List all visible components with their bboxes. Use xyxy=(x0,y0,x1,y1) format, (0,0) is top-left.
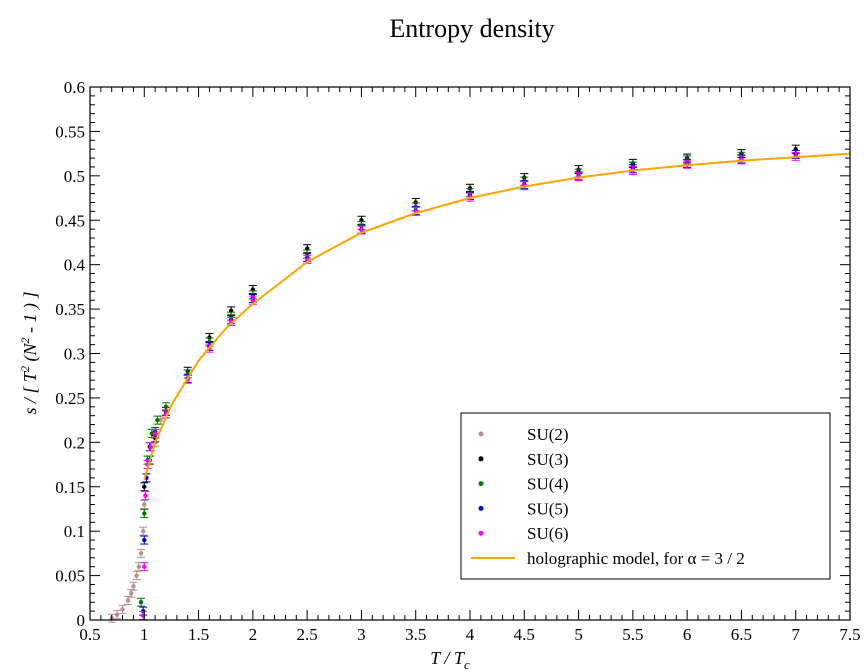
x-tick-label: 5.5 xyxy=(622,625,643,644)
legend-entry: SU(2) xyxy=(527,425,569,444)
data-point xyxy=(158,417,163,423)
data-point xyxy=(134,573,139,578)
x-axis-label: T / Tc xyxy=(430,648,470,672)
legend-marker xyxy=(478,505,484,511)
y-axis-label-mid: (N xyxy=(20,342,41,365)
x-tick-label: 7 xyxy=(791,625,800,644)
data-point xyxy=(152,431,158,436)
data-point xyxy=(250,298,256,303)
data-point xyxy=(142,537,147,543)
plot-area xyxy=(107,144,851,623)
legend-marker xyxy=(478,481,484,487)
x-tick-label: 3.5 xyxy=(405,625,426,644)
y-tick-label: 0.6 xyxy=(64,78,85,97)
x-tick-label: 2 xyxy=(249,625,258,644)
y-axis-label-suffix: - 1 ) ] xyxy=(20,291,41,337)
data-point xyxy=(155,417,160,423)
data-point xyxy=(148,444,153,449)
y-tick-label: 0.1 xyxy=(64,522,85,541)
y-tick-label: 0.4 xyxy=(64,256,86,275)
y-axis-label-sup2: 2 xyxy=(18,337,32,343)
legend-marker xyxy=(478,431,484,437)
x-tick-label: 2.5 xyxy=(297,625,318,644)
data-point xyxy=(136,564,142,569)
axis-ticks xyxy=(89,86,851,621)
y-tick-label: 0.05 xyxy=(55,567,85,586)
y-tick-label: 0.35 xyxy=(55,300,85,319)
y-tick-label: 0.3 xyxy=(64,345,85,364)
series-6 xyxy=(143,152,851,480)
holographic-model-line xyxy=(143,152,851,480)
x-tick-label: 7.5 xyxy=(839,625,860,644)
legend-entry: SU(4) xyxy=(527,475,569,494)
y-tick-label: 0.45 xyxy=(55,211,85,230)
x-tick-label: 1 xyxy=(140,625,149,644)
y-tick-label: 0.15 xyxy=(55,478,85,497)
legend-marker xyxy=(478,456,484,462)
data-point xyxy=(163,404,169,409)
y-tick-label: 0.55 xyxy=(55,122,85,141)
data-point xyxy=(149,431,155,436)
data-point xyxy=(141,528,146,534)
data-point xyxy=(359,227,364,233)
x-axis-label-sub: c xyxy=(464,657,470,672)
data-point xyxy=(125,598,131,603)
x-tick-label: 0.5 xyxy=(79,625,100,644)
data-point xyxy=(114,612,120,617)
legend-box xyxy=(460,412,831,580)
y-axis-label: s / [ T2 (N2 - 1 ) ] xyxy=(18,291,41,414)
legend: SU(2) SU(3) SU(4) SU(5) SU(6) holographic mod… xyxy=(460,412,831,580)
x-tick-label: 6.5 xyxy=(731,625,752,644)
data-point xyxy=(143,493,148,498)
series-1 xyxy=(107,415,165,623)
y-axis-label-sup: 2 xyxy=(18,366,32,372)
data-point xyxy=(131,584,136,589)
data-point xyxy=(142,564,147,569)
x-axis-label-main: T / T xyxy=(430,648,466,668)
x-tick-label: 3 xyxy=(357,625,366,644)
x-tick-label: 4.5 xyxy=(514,625,535,644)
y-tick-label: 0 xyxy=(77,611,86,630)
data-point xyxy=(129,591,134,596)
data-point xyxy=(142,484,147,489)
tick-labels: 0.5 1 1.5 2 2.5 3 3.5 4 4.5 5 5.5 6 6.5 7 7.5 0 0.05 0.1 0… xyxy=(55,78,860,644)
x-tick-label: 6 xyxy=(683,625,692,644)
legend-marker xyxy=(478,530,484,536)
y-tick-label: 0.2 xyxy=(64,433,85,452)
legend-entry: SU(3) xyxy=(527,450,569,469)
x-tick-label: 5 xyxy=(574,625,583,644)
x-tick-label: 4 xyxy=(466,625,475,644)
x-tick-label: 1.5 xyxy=(188,625,209,644)
y-axis-label-prefix: s / [ T xyxy=(20,370,40,415)
y-tick-label: 0.5 xyxy=(64,167,85,186)
legend-entry: SU(6) xyxy=(527,524,569,543)
chart-title: Entropy density xyxy=(389,14,554,43)
legend-entry: holographic model, for α = 3 / 2 xyxy=(527,549,745,568)
y-tick-label: 0.25 xyxy=(55,389,85,408)
data-point xyxy=(142,502,147,507)
data-point xyxy=(120,607,125,612)
data-point xyxy=(142,511,147,516)
data-point xyxy=(138,551,144,556)
data-point xyxy=(138,600,144,605)
legend-entry: SU(5) xyxy=(527,499,569,518)
